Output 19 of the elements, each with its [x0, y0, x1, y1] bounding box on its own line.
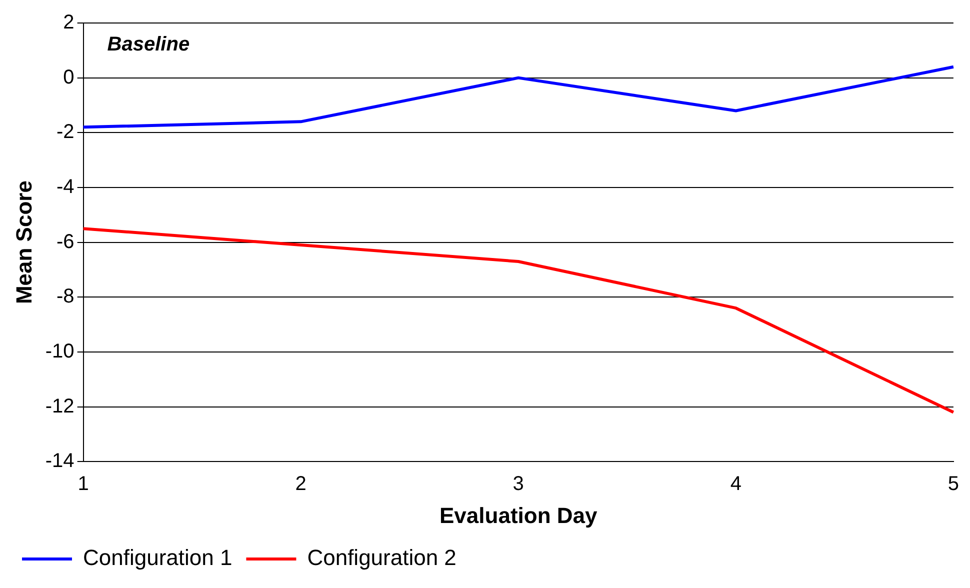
y-tick-label: -8	[56, 286, 74, 308]
x-tick-label: 5	[948, 473, 959, 496]
annotation: Baseline	[107, 34, 190, 56]
y-tick-label: 2	[63, 12, 74, 34]
y-tick-label: -4	[56, 176, 74, 198]
x-tick-label: 1	[78, 473, 89, 496]
legend-label: Configuration 2	[307, 545, 456, 570]
x-tick-label: 3	[512, 473, 524, 496]
x-tick-label: 2	[295, 473, 306, 496]
y-tick-label: -12	[45, 395, 74, 418]
x-tick-label: 4	[730, 473, 742, 496]
y-tick-label: -10	[45, 340, 74, 362]
y-tick-label: 0	[63, 66, 74, 88]
legend-label: Configuration 1	[83, 545, 232, 570]
y-axis-title: Mean Score	[11, 180, 36, 304]
x-axis-title: Evaluation Day	[440, 502, 598, 528]
y-tick-label: -6	[56, 230, 74, 253]
y-tick-label: -2	[56, 121, 74, 144]
y-tick-label: -14	[45, 450, 74, 472]
